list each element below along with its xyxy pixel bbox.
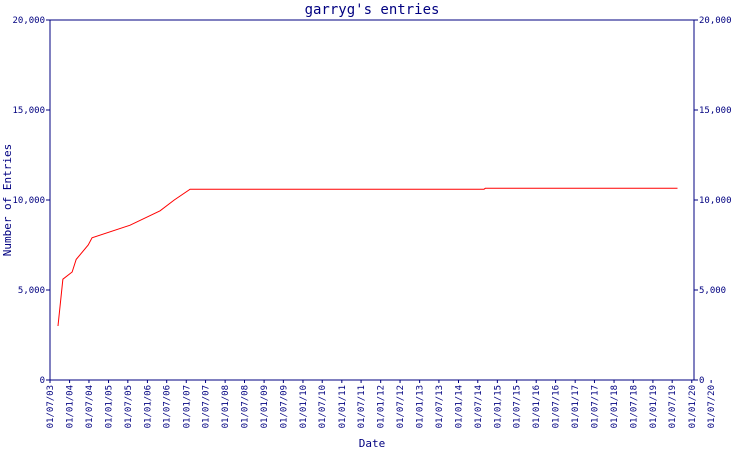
x-tick-label: 01/07/11: [357, 385, 367, 428]
x-tick-label: 01/07/18: [629, 385, 639, 428]
x-tick-label: 01/07/17: [590, 385, 600, 428]
x-tick-label: 01/01/17: [571, 385, 581, 428]
x-tick-label: 01/01/14: [455, 385, 465, 428]
x-tick-label: 01/07/09: [279, 385, 289, 428]
line: [57, 187, 678, 327]
x-tick-label: 01/01/08: [221, 385, 231, 428]
x-tick-label: 01/07/05: [124, 385, 134, 428]
x-tick-label: 01/07/04: [85, 385, 95, 428]
x-tick-label: 01/07/06: [163, 385, 173, 428]
y-axis-title: Number of Entries: [1, 144, 14, 257]
x-tick-label: 01/01/05: [105, 385, 115, 428]
x-tick-label: 01/07/19: [668, 385, 678, 428]
y-tick-label: 20,000: [12, 16, 45, 26]
x-tick-label: 01/01/15: [493, 385, 503, 428]
x-tick-label: 01/07/16: [552, 385, 562, 428]
y-tick-label: 0: [40, 376, 45, 386]
x-tick-label: 01/07/15: [513, 385, 523, 428]
x-tick-label: 01/01/06: [143, 385, 153, 428]
y2-tick-label: 15,000: [699, 106, 732, 116]
y2-tick-label: 10,000: [699, 196, 732, 206]
y2-tick-label: 5,000: [699, 286, 726, 296]
x-tick-label: 01/07/14: [474, 385, 484, 428]
x-tick-label: 01/01/16: [532, 385, 542, 428]
chart-title: garryg's entries: [305, 2, 440, 18]
x-tick-label: 01/07/12: [396, 385, 406, 428]
x-tick-label: 01/01/18: [610, 385, 620, 428]
x-tick-label: 01/01/11: [338, 385, 348, 428]
x-tick-label: 01/07/03: [46, 385, 56, 428]
x-tick-label: 01/07/20: [707, 385, 717, 428]
x-tick-label: 01/01/10: [299, 385, 309, 428]
x-tick-label: 01/01/07: [182, 385, 192, 428]
x-tick-label: 01/07/13: [435, 385, 445, 428]
x-tick-label: 01/07/10: [318, 385, 328, 428]
y2-tick-label: 20,000: [699, 16, 732, 26]
y-tick-label: 15,000: [12, 106, 45, 116]
x-tick-label: 01/01/04: [66, 385, 76, 428]
x-tick-label: 01/01/12: [377, 385, 387, 428]
x-tick-label: 01/01/13: [416, 385, 426, 428]
x-tick-label: 01/01/20: [688, 385, 698, 428]
x-tick-label: 01/01/19: [649, 385, 659, 428]
x-tick-label: 01/07/07: [202, 385, 212, 428]
y-tick-label: 5,000: [18, 286, 45, 296]
x-tick-label: 01/01/09: [260, 385, 270, 428]
x-tick-label: 01/07/08: [241, 385, 251, 428]
x-axis-title: Date: [359, 437, 386, 450]
y-tick-label: 10,000: [12, 196, 45, 206]
y2-tick-label: 0: [699, 376, 704, 386]
